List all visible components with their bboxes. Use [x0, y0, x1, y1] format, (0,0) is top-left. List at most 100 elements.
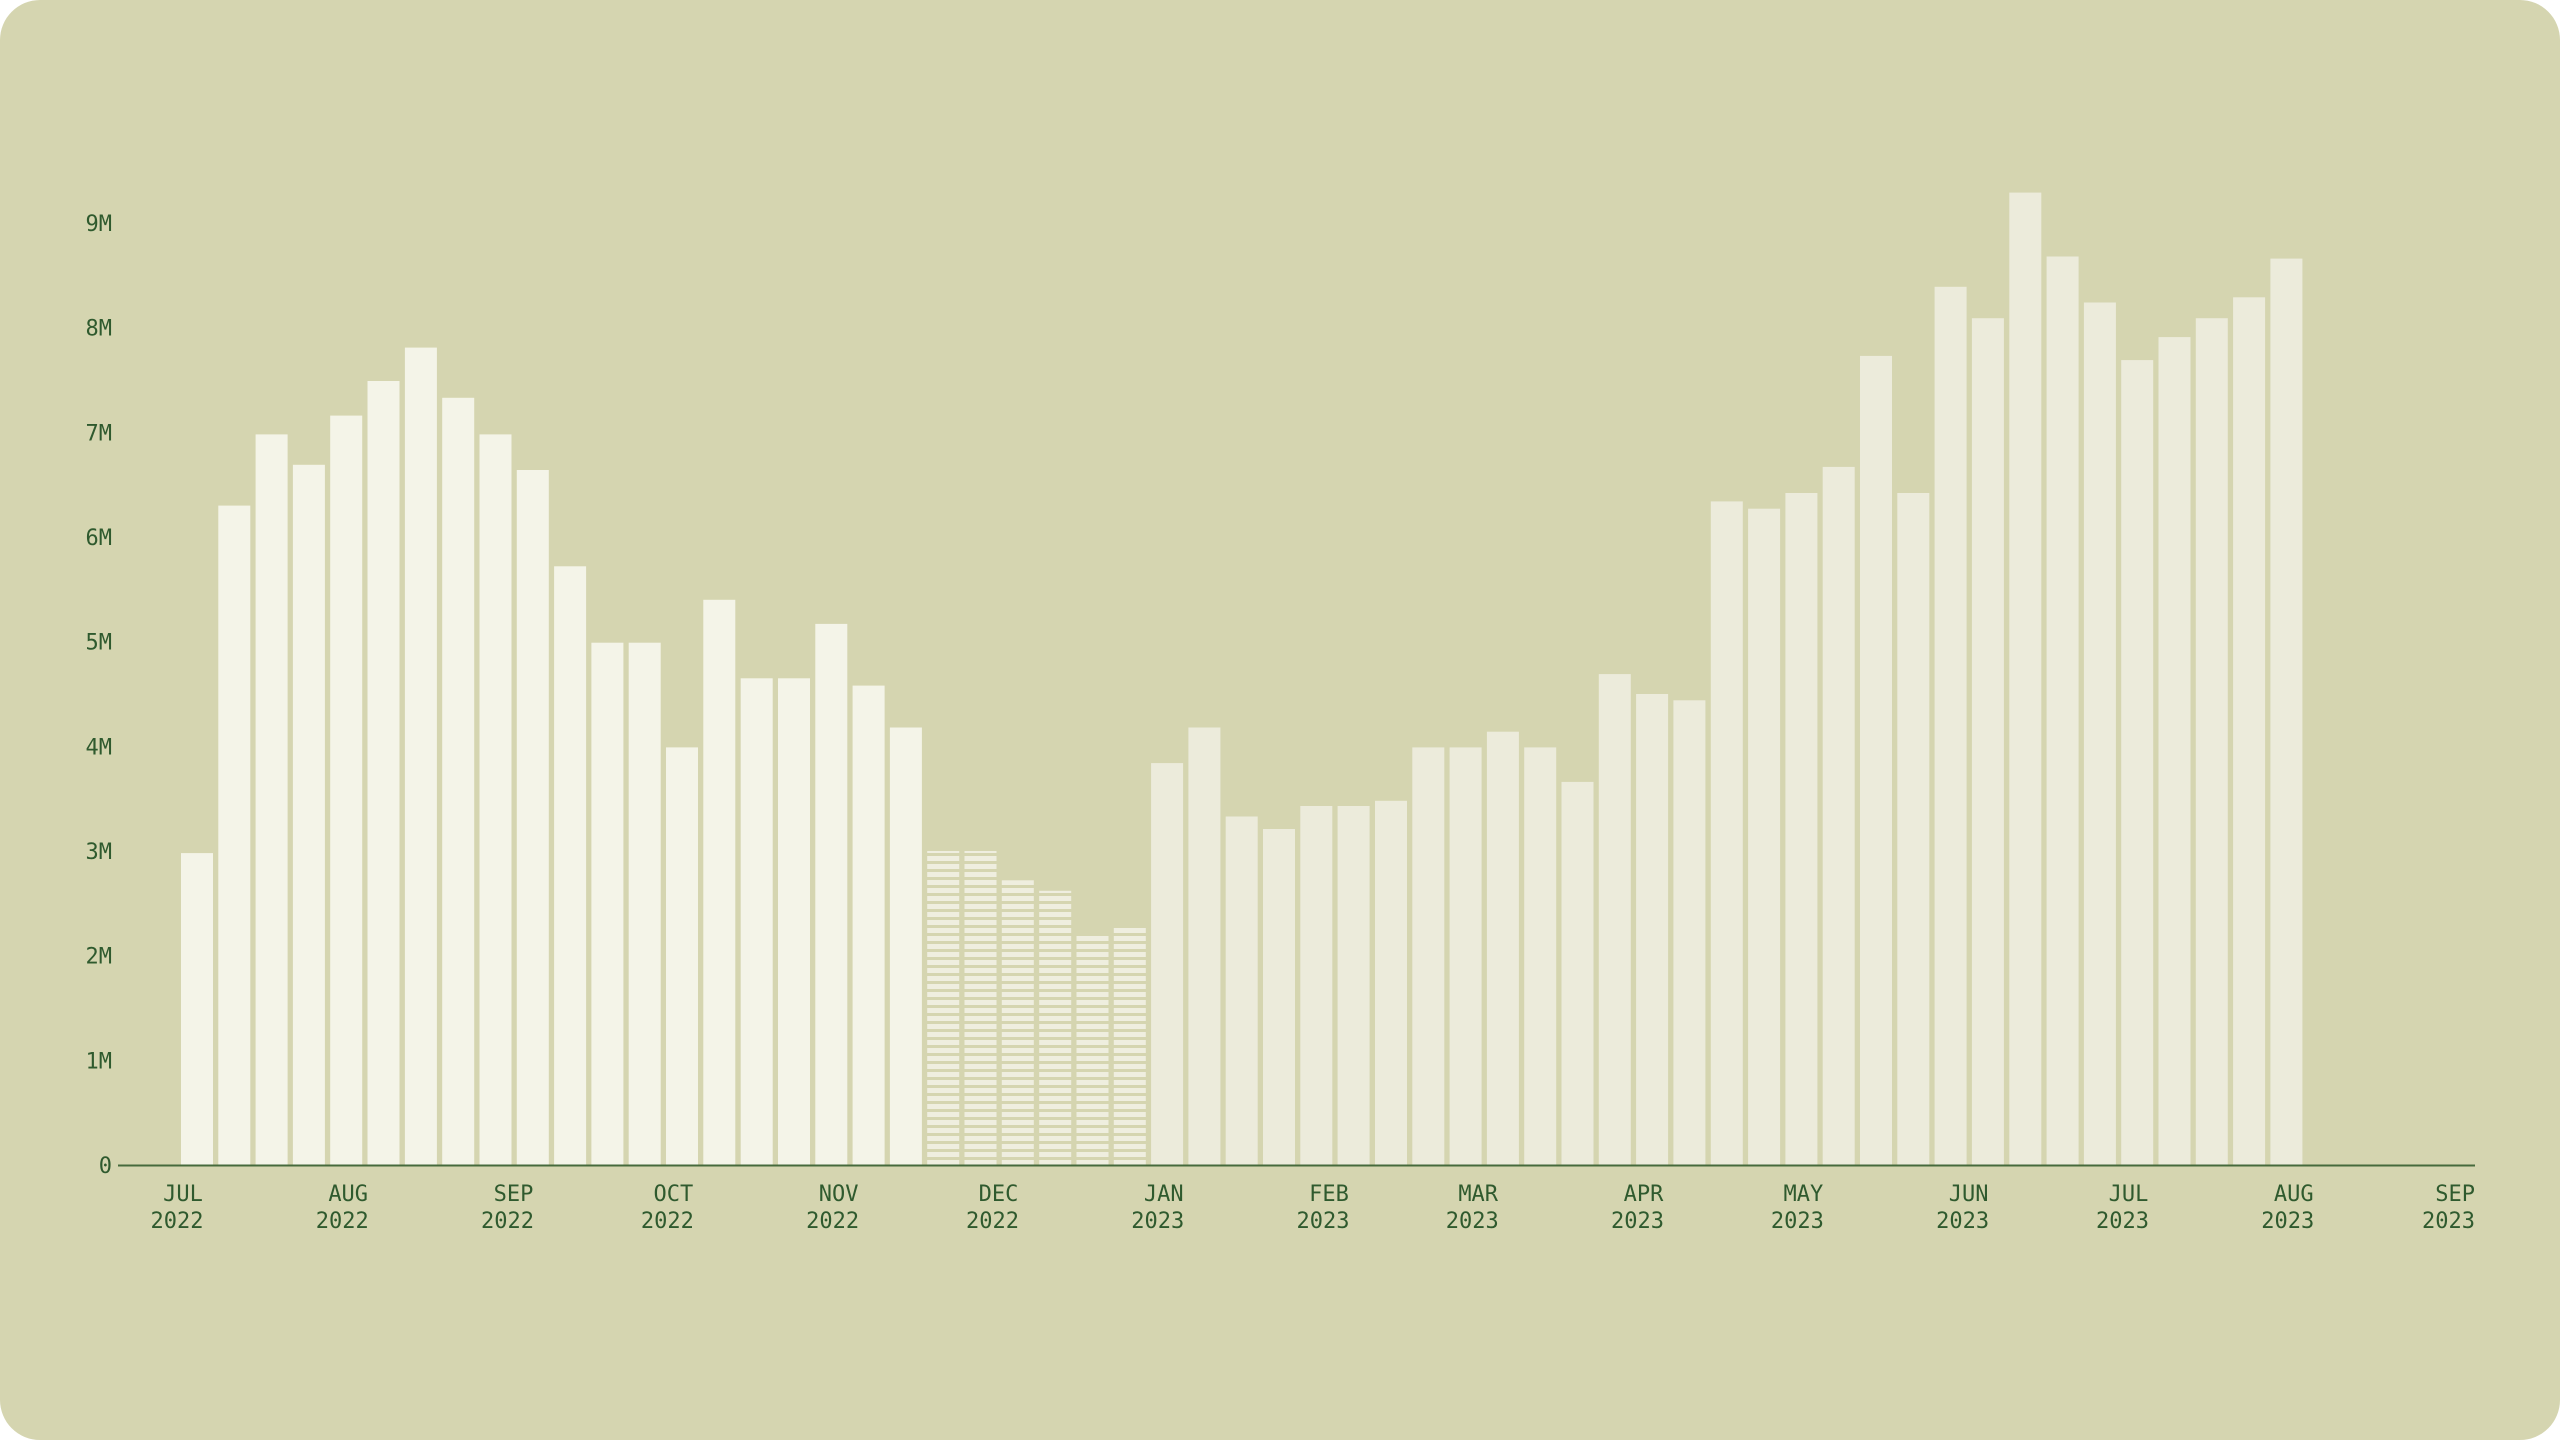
bar	[1934, 286, 1967, 1165]
bar	[1897, 493, 1930, 1165]
x-tick-year: 2022	[806, 1209, 859, 1234]
bar	[218, 505, 251, 1166]
x-tick-year: 2023	[2096, 1209, 2149, 1234]
bar	[1300, 806, 1333, 1165]
x-tick-month: FEB	[1309, 1182, 1349, 1207]
bar	[1113, 925, 1146, 1165]
x-tick-year: 2022	[316, 1209, 369, 1234]
bar	[1076, 935, 1109, 1165]
y-tick-label: 4M	[86, 735, 113, 760]
bar	[740, 678, 773, 1165]
bar	[852, 685, 885, 1165]
x-tick-year: 2023	[1611, 1209, 1664, 1234]
bar	[1748, 508, 1781, 1165]
bar	[1673, 700, 1706, 1165]
bar	[1710, 501, 1743, 1165]
x-tick-year: 2023	[2422, 1209, 2475, 1234]
x-tick-year: 2023	[1446, 1209, 1499, 1234]
bar	[1412, 747, 1445, 1165]
bar	[591, 642, 624, 1165]
x-tick-month: JUN	[1949, 1182, 1989, 1207]
x-tick-month: OCT	[654, 1182, 694, 1207]
x-tick-year: 2023	[2261, 1209, 2314, 1234]
x-tick-year: 2023	[1131, 1209, 1184, 1234]
y-tick-label: 7M	[86, 421, 113, 446]
y-tick-label: 3M	[86, 840, 113, 865]
bar	[1785, 493, 1818, 1165]
bar	[1860, 355, 1892, 1165]
bar	[1039, 890, 1072, 1165]
bar	[1263, 829, 1295, 1165]
bar	[2046, 256, 2079, 1165]
bar	[367, 381, 400, 1165]
y-tick-label: 5M	[86, 631, 113, 656]
y-tick-label: 8M	[86, 317, 113, 342]
bar	[1337, 806, 1370, 1165]
x-tick-month: JUL	[163, 1182, 203, 1207]
bar	[1598, 674, 1631, 1165]
x-tick-year: 2023	[1771, 1209, 1824, 1234]
bar	[554, 566, 587, 1165]
bar	[2121, 360, 2154, 1166]
x-tick-month: DEC	[979, 1182, 1019, 1207]
x-tick-month: SEP	[2435, 1182, 2475, 1207]
bar-series	[181, 192, 2303, 1166]
bar	[2009, 192, 2042, 1166]
y-tick-label: 0	[99, 1154, 112, 1179]
bar	[1561, 781, 1594, 1165]
bar	[1449, 747, 1482, 1165]
y-axis: 0 1M 2M 3M 4M 5M 6M 7M 8M 9M	[86, 212, 113, 1179]
x-tick-month: MAR	[1458, 1182, 1498, 1207]
bar	[516, 470, 549, 1165]
x-tick-year: 2023	[1297, 1209, 1350, 1234]
x-tick-month: NOV	[819, 1182, 859, 1207]
x-tick-month: APR	[1624, 1182, 1664, 1207]
y-tick-label: 2M	[86, 945, 113, 970]
x-tick-year: 2022	[481, 1209, 534, 1234]
x-tick-month: JAN	[1144, 1182, 1184, 1207]
x-tick-month: SEP	[494, 1182, 534, 1207]
bar	[2158, 337, 2191, 1166]
y-tick-label: 9M	[86, 212, 113, 237]
bar	[255, 434, 288, 1165]
x-axis: JUL2022AUG2022SEP2022OCT2022NOV2022DEC20…	[151, 1182, 2475, 1234]
bar	[330, 415, 363, 1166]
x-tick-month: MAY	[1784, 1182, 1824, 1207]
x-tick-month: AUG	[2274, 1182, 2314, 1207]
bar	[1188, 727, 1221, 1165]
y-tick-label: 6M	[86, 526, 113, 551]
x-tick-month: AUG	[328, 1182, 368, 1207]
bar	[815, 623, 848, 1165]
bar	[442, 397, 475, 1165]
bar	[1486, 731, 1519, 1165]
bar	[2083, 302, 2116, 1165]
bar	[1636, 694, 1669, 1165]
bar	[2195, 318, 2228, 1165]
bar	[2233, 297, 2266, 1165]
bar	[181, 853, 213, 1165]
x-tick-month: JUL	[2109, 1182, 2149, 1207]
bar	[1151, 763, 1184, 1165]
bar	[1822, 466, 1855, 1165]
bar	[964, 851, 997, 1165]
x-tick-year: 2022	[151, 1209, 204, 1234]
bar	[927, 851, 960, 1165]
bar	[889, 727, 922, 1165]
bar	[292, 464, 325, 1165]
bar	[1001, 880, 1034, 1165]
bar	[1524, 747, 1557, 1165]
bar	[2270, 258, 2303, 1166]
x-tick-year: 2022	[641, 1209, 694, 1234]
x-tick-year: 2023	[1936, 1209, 1989, 1234]
bar	[1375, 800, 1407, 1165]
bar	[666, 747, 698, 1165]
bar	[479, 434, 512, 1165]
bar	[1225, 816, 1258, 1165]
bar	[628, 642, 661, 1165]
bar	[703, 599, 736, 1165]
bar	[778, 678, 810, 1165]
bar	[404, 347, 437, 1166]
x-tick-year: 2022	[966, 1209, 1019, 1234]
y-tick-label: 1M	[86, 1049, 113, 1074]
